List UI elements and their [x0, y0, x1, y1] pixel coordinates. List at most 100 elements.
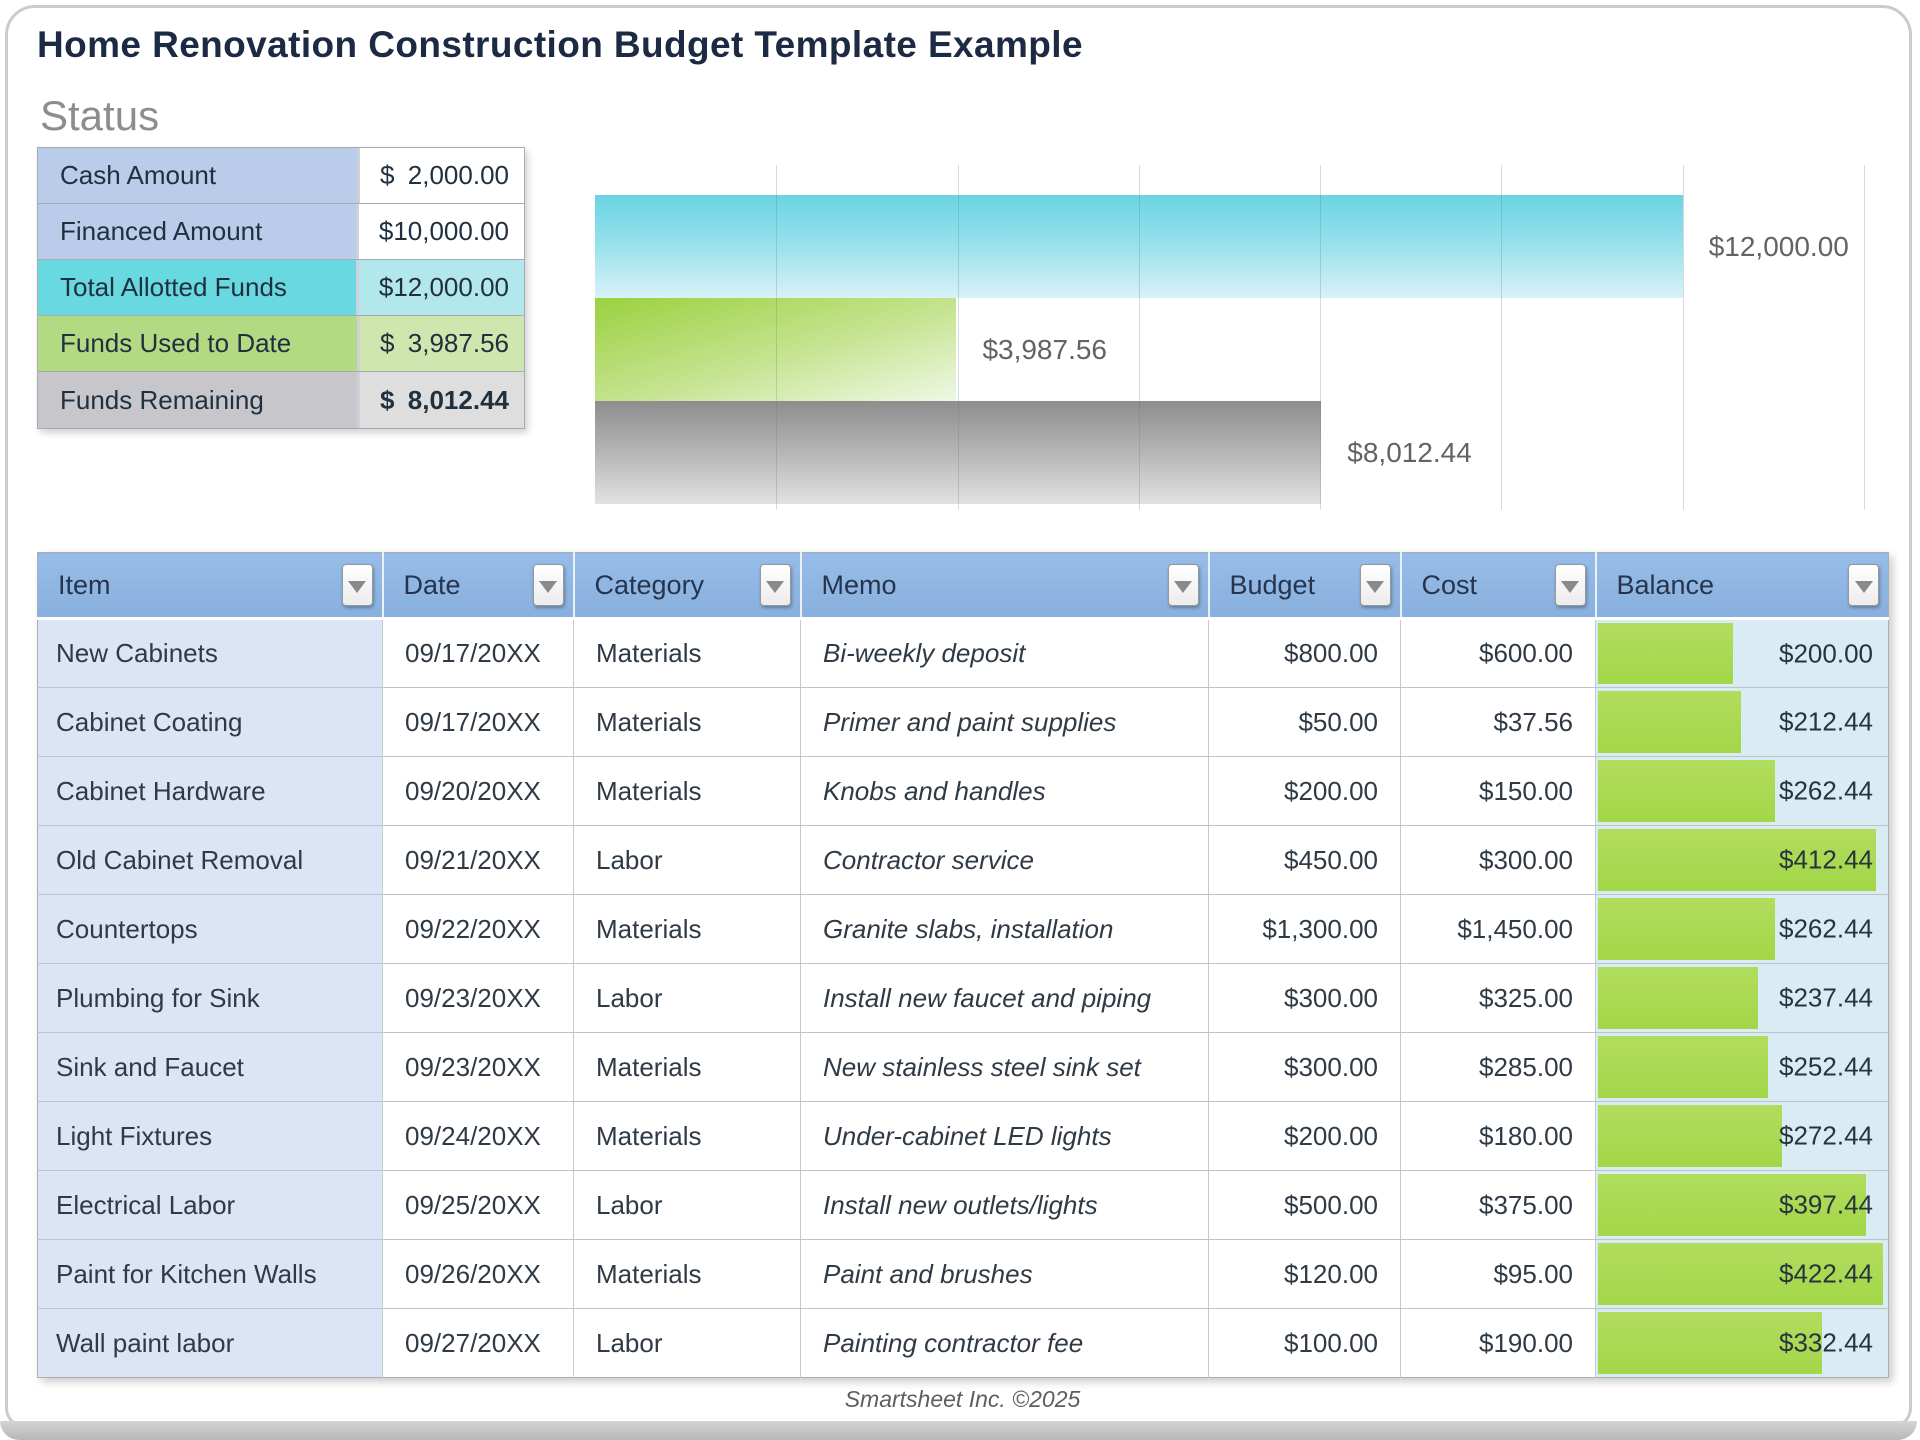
memo-cell[interactable]: Bi-weekly deposit: [800, 618, 1209, 688]
category-cell[interactable]: Materials: [573, 618, 801, 688]
filter-dropdown-button[interactable]: [1848, 564, 1879, 606]
budget-cell[interactable]: $1,300.00: [1208, 894, 1401, 964]
balance-cell[interactable]: $422.44: [1595, 1239, 1889, 1309]
memo-cell[interactable]: Under-cabinet LED lights: [800, 1101, 1209, 1171]
balance-cell[interactable]: $397.44: [1595, 1170, 1889, 1240]
filter-dropdown-button[interactable]: [759, 564, 791, 606]
budget-cell[interactable]: $200.00: [1208, 1101, 1401, 1171]
item-cell[interactable]: Sink and Faucet: [37, 1032, 383, 1102]
memo-cell[interactable]: Install new outlets/lights: [800, 1170, 1209, 1240]
budget-cell[interactable]: $100.00: [1208, 1308, 1401, 1378]
item-cell[interactable]: Electrical Labor: [37, 1170, 383, 1240]
chart-bar-value-label: $8,012.44: [1347, 436, 1472, 468]
item-cell[interactable]: Wall paint labor: [37, 1308, 383, 1378]
balance-cell[interactable]: $237.44: [1595, 963, 1889, 1033]
category-cell[interactable]: Materials: [573, 894, 801, 964]
status-value-cell[interactable]: $ 12,000.00: [358, 260, 524, 315]
status-label-cell[interactable]: Funds Used to Date: [38, 316, 360, 371]
date-cell[interactable]: 09/23/20XX: [382, 963, 574, 1033]
item-cell[interactable]: Cabinet Coating: [37, 687, 383, 757]
date-cell[interactable]: 09/17/20XX: [382, 618, 574, 688]
category-cell[interactable]: Materials: [573, 756, 801, 826]
category-cell[interactable]: Labor: [573, 963, 801, 1033]
category-cell[interactable]: Materials: [573, 1101, 801, 1171]
date-cell[interactable]: 09/24/20XX: [382, 1101, 574, 1171]
cost-cell[interactable]: $600.00: [1400, 618, 1596, 688]
balance-cell[interactable]: $252.44: [1595, 1032, 1889, 1102]
category-cell[interactable]: Labor: [573, 825, 801, 895]
item-cell[interactable]: Light Fixtures: [37, 1101, 383, 1171]
status-value-cell[interactable]: $ 3,987.56: [360, 316, 524, 371]
status-row: Funds Used to Date $ 3,987.56: [38, 316, 524, 372]
cost-cell[interactable]: $95.00: [1400, 1239, 1596, 1309]
cost-cell[interactable]: $37.56: [1400, 687, 1596, 757]
budget-cell[interactable]: $450.00: [1208, 825, 1401, 895]
status-value-cell[interactable]: $ 8,012.44: [360, 372, 524, 428]
table-row: Cabinet Coating 09/17/20XX Materials Pri…: [37, 687, 1889, 757]
balance-data-bar: [1598, 760, 1775, 822]
memo-cell[interactable]: Paint and brushes: [800, 1239, 1209, 1309]
memo-cell[interactable]: Granite slabs, installation: [800, 894, 1209, 964]
item-cell[interactable]: New Cabinets: [37, 618, 383, 688]
memo-cell[interactable]: New stainless steel sink set: [800, 1032, 1209, 1102]
category-cell[interactable]: Materials: [573, 687, 801, 757]
memo-cell[interactable]: Contractor service: [800, 825, 1209, 895]
item-cell[interactable]: Cabinet Hardware: [37, 756, 383, 826]
status-value-cell[interactable]: $ 2,000.00: [360, 148, 524, 203]
balance-cell[interactable]: $262.44: [1595, 894, 1889, 964]
date-cell[interactable]: 09/21/20XX: [382, 825, 574, 895]
category-cell[interactable]: Materials: [573, 1239, 801, 1309]
cost-cell[interactable]: $285.00: [1400, 1032, 1596, 1102]
budget-cell[interactable]: $300.00: [1208, 1032, 1401, 1102]
category-cell[interactable]: Materials: [573, 1032, 801, 1102]
status-label-cell[interactable]: Total Allotted Funds: [38, 260, 359, 315]
memo-cell[interactable]: Install new faucet and piping: [800, 963, 1209, 1033]
filter-dropdown-button[interactable]: [341, 564, 373, 606]
balance-cell[interactable]: $212.44: [1595, 687, 1889, 757]
category-cell[interactable]: Labor: [573, 1308, 801, 1378]
category-cell[interactable]: Labor: [573, 1170, 801, 1240]
balance-cell[interactable]: $272.44: [1595, 1101, 1889, 1171]
cost-cell[interactable]: $325.00: [1400, 963, 1596, 1033]
budget-cell[interactable]: $120.00: [1208, 1239, 1401, 1309]
budget-cell[interactable]: $800.00: [1208, 618, 1401, 688]
date-cell[interactable]: 09/25/20XX: [382, 1170, 574, 1240]
status-row: Cash Amount $ 2,000.00: [38, 148, 524, 204]
cost-cell[interactable]: $375.00: [1400, 1170, 1596, 1240]
memo-cell[interactable]: Primer and paint supplies: [800, 687, 1209, 757]
chart-gridline: [1682, 165, 1684, 510]
budget-cell[interactable]: $50.00: [1208, 687, 1401, 757]
item-cell[interactable]: Plumbing for Sink: [37, 963, 383, 1033]
filter-dropdown-button[interactable]: [1167, 564, 1199, 606]
memo-cell[interactable]: Knobs and handles: [800, 756, 1209, 826]
budget-cell[interactable]: $300.00: [1208, 963, 1401, 1033]
cost-cell[interactable]: $1,450.00: [1400, 894, 1596, 964]
balance-cell[interactable]: $332.44: [1595, 1308, 1889, 1378]
balance-cell[interactable]: $412.44: [1595, 825, 1889, 895]
cost-cell[interactable]: $150.00: [1400, 756, 1596, 826]
budget-cell[interactable]: $500.00: [1208, 1170, 1401, 1240]
date-cell[interactable]: 09/17/20XX: [382, 687, 574, 757]
budget-cell[interactable]: $200.00: [1208, 756, 1401, 826]
item-cell[interactable]: Paint for Kitchen Walls: [37, 1239, 383, 1309]
balance-cell[interactable]: $200.00: [1595, 618, 1889, 688]
status-label-cell[interactable]: Funds Remaining: [38, 372, 360, 428]
cost-cell[interactable]: $300.00: [1400, 825, 1596, 895]
filter-dropdown-button[interactable]: [1554, 564, 1586, 606]
balance-cell[interactable]: $262.44: [1595, 756, 1889, 826]
date-cell[interactable]: 09/27/20XX: [382, 1308, 574, 1378]
cost-cell[interactable]: $180.00: [1400, 1101, 1596, 1171]
date-cell[interactable]: 09/26/20XX: [382, 1239, 574, 1309]
date-cell[interactable]: 09/20/20XX: [382, 756, 574, 826]
filter-dropdown-button[interactable]: [532, 564, 564, 606]
item-cell[interactable]: Old Cabinet Removal: [37, 825, 383, 895]
filter-dropdown-button[interactable]: [1359, 564, 1391, 606]
date-cell[interactable]: 09/22/20XX: [382, 894, 574, 964]
cost-cell[interactable]: $190.00: [1400, 1308, 1596, 1378]
memo-cell[interactable]: Painting contractor fee: [800, 1308, 1209, 1378]
status-label-cell[interactable]: Financed Amount: [38, 204, 359, 259]
date-cell[interactable]: 09/23/20XX: [382, 1032, 574, 1102]
status-label-cell[interactable]: Cash Amount: [38, 148, 360, 203]
item-cell[interactable]: Countertops: [37, 894, 383, 964]
status-value-cell[interactable]: $ 10,000.00: [358, 204, 524, 259]
